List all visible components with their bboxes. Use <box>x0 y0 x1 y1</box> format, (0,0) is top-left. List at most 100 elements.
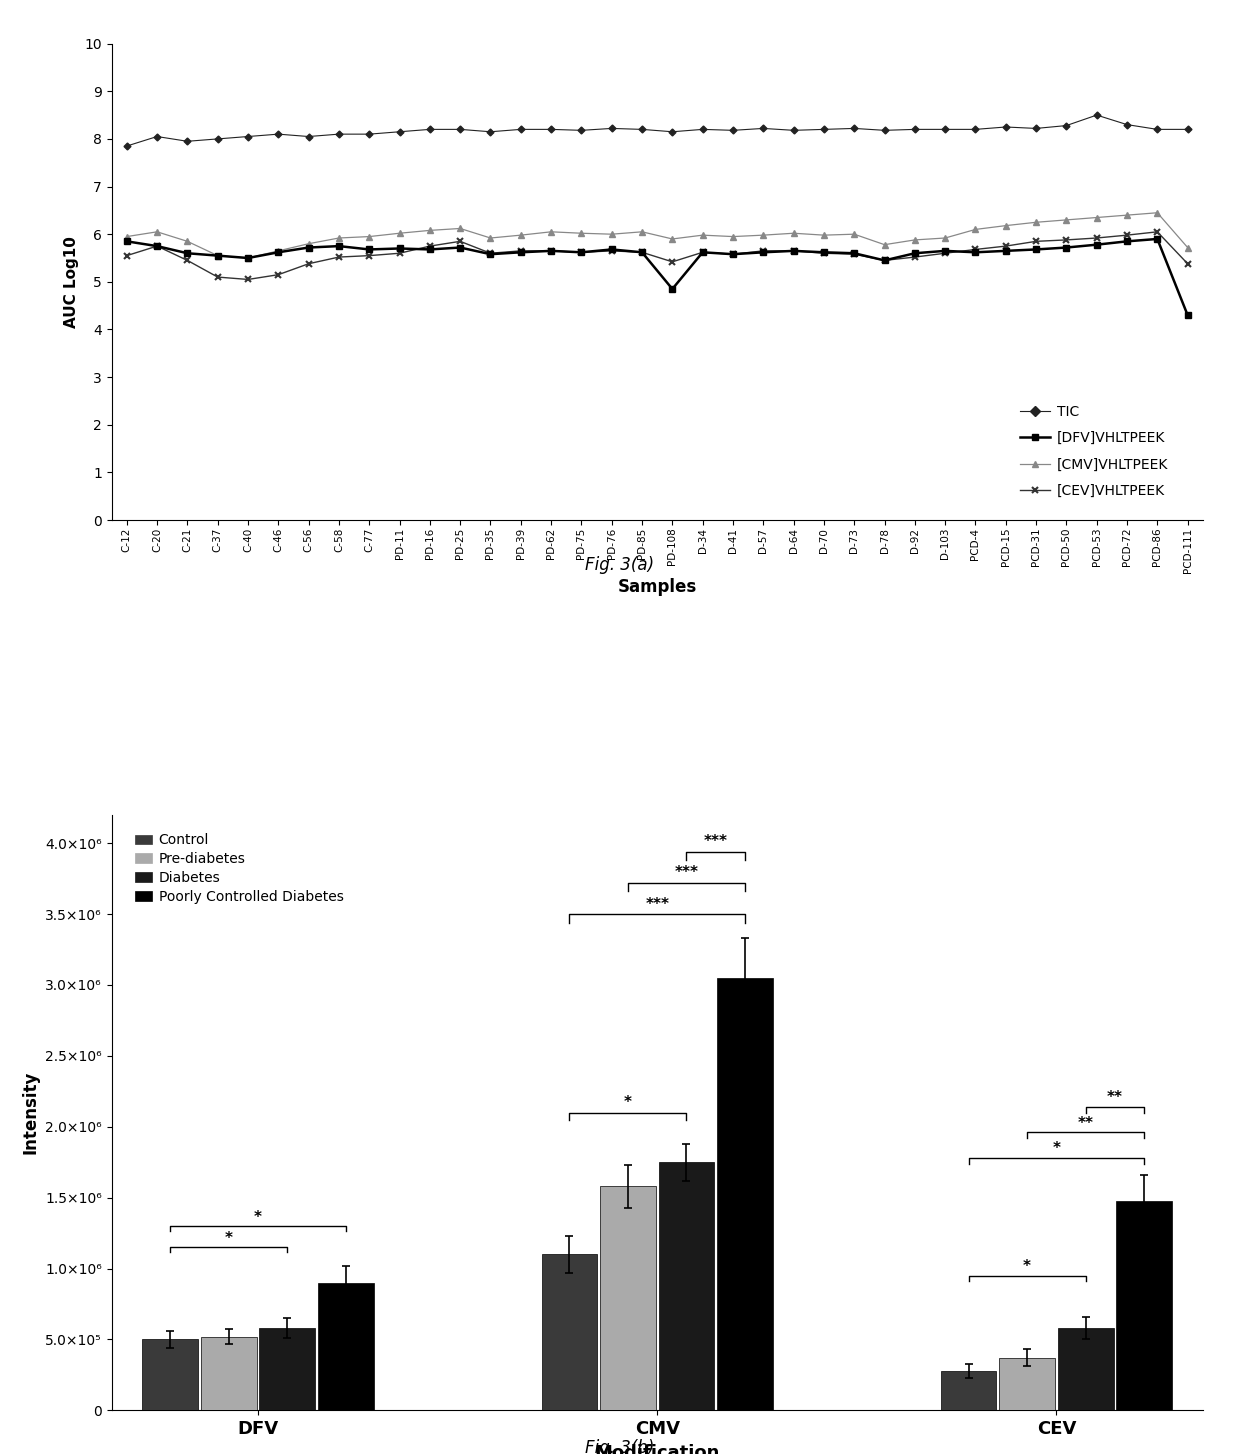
[CEV]VHLTPEEK <box>362 247 377 265</box>
Legend: TIC, [DFV]VHLTPEEK, [CMV]VHLTPEEK, [CEV]VHLTPEEK: TIC, [DFV]VHLTPEEK, [CMV]VHLTPEEK, [CEV]… <box>1014 398 1174 503</box>
Line: [CMV]VHLTPEEK: [CMV]VHLTPEEK <box>124 209 1190 260</box>
TIC <box>604 119 619 137</box>
[CEV]VHLTPEEK <box>1059 231 1074 249</box>
[CEV]VHLTPEEK <box>211 269 226 286</box>
[DFV]VHLTPEEK <box>1149 230 1164 247</box>
Bar <box>201 1336 257 1410</box>
[DFV]VHLTPEEK <box>1180 307 1195 324</box>
Text: *: * <box>624 1095 632 1111</box>
TIC <box>937 121 952 138</box>
TIC <box>484 124 498 141</box>
[DFV]VHLTPEEK <box>1029 241 1044 259</box>
[DFV]VHLTPEEK <box>816 244 831 262</box>
Text: *: * <box>1023 1259 1032 1274</box>
Text: ***: *** <box>645 897 670 912</box>
TIC <box>331 125 346 142</box>
[DFV]VHLTPEEK <box>513 244 528 262</box>
[DFV]VHLTPEEK <box>574 244 589 262</box>
Bar <box>999 1358 1055 1410</box>
[DFV]VHLTPEEK <box>180 244 195 262</box>
Y-axis label: AUC Log10: AUC Log10 <box>63 236 78 327</box>
[CMV]VHLTPEEK <box>270 243 285 260</box>
Bar <box>143 1339 198 1410</box>
[DFV]VHLTPEEK <box>937 243 952 260</box>
[DFV]VHLTPEEK <box>543 243 558 260</box>
[CMV]VHLTPEEK <box>877 236 892 253</box>
[CEV]VHLTPEEK <box>513 243 528 260</box>
TIC <box>847 119 862 137</box>
X-axis label: Modification: Modification <box>594 1444 720 1454</box>
[CEV]VHLTPEEK <box>877 252 892 269</box>
[CEV]VHLTPEEK <box>423 237 438 254</box>
TIC <box>301 128 316 145</box>
[CEV]VHLTPEEK <box>635 244 650 262</box>
[CEV]VHLTPEEK <box>1029 233 1044 250</box>
[CEV]VHLTPEEK <box>484 244 498 262</box>
TIC <box>150 128 165 145</box>
[DFV]VHLTPEEK <box>150 237 165 254</box>
Bar <box>542 1255 598 1410</box>
TIC <box>119 137 134 154</box>
[CEV]VHLTPEEK <box>786 243 801 260</box>
Text: ***: *** <box>675 865 698 880</box>
[CMV]VHLTPEEK <box>1180 238 1195 256</box>
TIC <box>1120 116 1135 134</box>
[DFV]VHLTPEEK <box>211 247 226 265</box>
TIC <box>968 121 983 138</box>
[CMV]VHLTPEEK <box>574 224 589 241</box>
[DFV]VHLTPEEK <box>696 244 711 262</box>
TIC <box>1059 116 1074 134</box>
[CMV]VHLTPEEK <box>725 228 740 246</box>
[CMV]VHLTPEEK <box>968 221 983 238</box>
Bar <box>658 1162 714 1410</box>
[CMV]VHLTPEEK <box>908 231 923 249</box>
[CEV]VHLTPEEK <box>756 243 771 260</box>
TIC <box>513 121 528 138</box>
TIC <box>756 119 771 137</box>
[CEV]VHLTPEEK <box>968 241 983 259</box>
[CEV]VHLTPEEK <box>937 244 952 262</box>
Bar <box>259 1328 315 1410</box>
[CMV]VHLTPEEK <box>331 230 346 247</box>
TIC <box>1180 121 1195 138</box>
[DFV]VHLTPEEK <box>331 237 346 254</box>
Legend: Control, Pre-diabetes, Diabetes, Poorly Controlled Diabetes: Control, Pre-diabetes, Diabetes, Poorly … <box>129 827 348 909</box>
TIC <box>211 131 226 148</box>
[CMV]VHLTPEEK <box>786 224 801 241</box>
[CMV]VHLTPEEK <box>180 233 195 250</box>
[CEV]VHLTPEEK <box>665 253 680 270</box>
[DFV]VHLTPEEK <box>453 238 467 256</box>
[CMV]VHLTPEEK <box>1120 206 1135 224</box>
[CEV]VHLTPEEK <box>998 237 1013 254</box>
[CEV]VHLTPEEK <box>1089 230 1104 247</box>
[CEV]VHLTPEEK <box>543 243 558 260</box>
Bar <box>717 979 773 1410</box>
Bar <box>600 1186 656 1410</box>
TIC <box>574 122 589 140</box>
[CMV]VHLTPEEK <box>119 228 134 246</box>
TIC <box>1029 119 1044 137</box>
[DFV]VHLTPEEK <box>119 233 134 250</box>
[CMV]VHLTPEEK <box>1059 211 1074 228</box>
[CMV]VHLTPEEK <box>150 222 165 240</box>
[CMV]VHLTPEEK <box>635 222 650 240</box>
[DFV]VHLTPEEK <box>998 243 1013 260</box>
[CEV]VHLTPEEK <box>816 244 831 262</box>
TIC <box>635 121 650 138</box>
[CMV]VHLTPEEK <box>1089 209 1104 227</box>
TIC <box>423 121 438 138</box>
[CMV]VHLTPEEK <box>847 225 862 243</box>
[CMV]VHLTPEEK <box>665 230 680 247</box>
Line: [CEV]VHLTPEEK: [CEV]VHLTPEEK <box>123 228 1192 284</box>
[CMV]VHLTPEEK <box>301 236 316 253</box>
[CMV]VHLTPEEK <box>696 227 711 244</box>
Line: TIC: TIC <box>124 112 1190 148</box>
[CMV]VHLTPEEK <box>604 225 619 243</box>
[CMV]VHLTPEEK <box>513 227 528 244</box>
TIC <box>362 125 377 142</box>
[DFV]VHLTPEEK <box>725 246 740 263</box>
[CMV]VHLTPEEK <box>998 217 1013 234</box>
TIC <box>453 121 467 138</box>
TIC <box>665 124 680 141</box>
Bar <box>317 1282 373 1410</box>
